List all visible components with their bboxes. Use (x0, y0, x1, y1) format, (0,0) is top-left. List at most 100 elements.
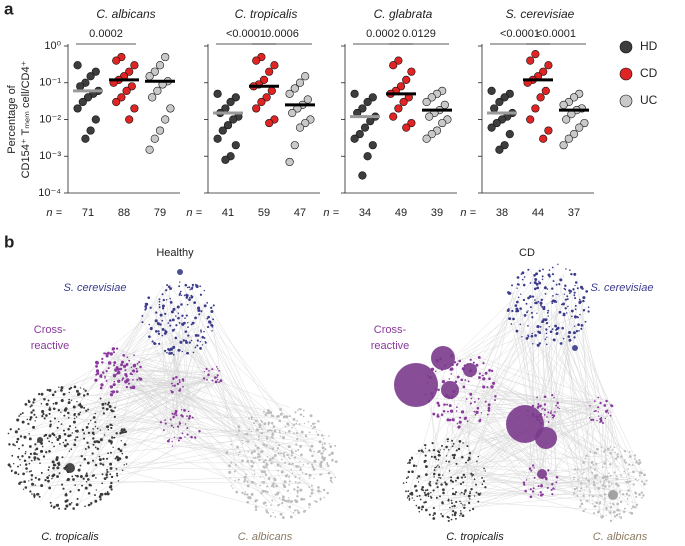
network-node (196, 339, 199, 342)
network-node (125, 363, 129, 366)
network-edge (495, 386, 605, 462)
network-node (114, 406, 116, 409)
network-node (8, 443, 11, 446)
network-node (282, 415, 286, 419)
network-node (620, 517, 622, 520)
network-node (523, 276, 526, 278)
network-node (454, 493, 457, 496)
network-edge (25, 473, 335, 488)
network-node (180, 408, 183, 411)
network-edge (71, 410, 180, 435)
network-node (574, 281, 578, 284)
data-point (83, 93, 93, 102)
network-node (605, 514, 607, 516)
network-node (448, 418, 452, 422)
network-edge (445, 454, 535, 498)
network-node (66, 442, 69, 446)
network-node (64, 407, 68, 411)
data-point (259, 75, 269, 84)
network-node (102, 457, 105, 461)
data-point (161, 52, 170, 62)
network-node (410, 492, 414, 496)
network-node (329, 479, 332, 482)
network-node (616, 502, 620, 506)
network-node (633, 458, 636, 460)
n-count: 88 (118, 207, 130, 219)
network-node (241, 491, 244, 495)
network-edge (457, 296, 554, 454)
network-edge (449, 356, 458, 474)
network-node (260, 419, 262, 422)
data-point (112, 97, 121, 107)
network-edge (10, 379, 183, 439)
network-node (519, 323, 522, 326)
network-node (590, 461, 594, 464)
network-node (292, 423, 296, 426)
network-node (446, 403, 449, 406)
network-node (331, 458, 334, 462)
network-node (141, 321, 144, 324)
network-node (68, 391, 70, 394)
network-node (606, 409, 609, 412)
network-edge (183, 377, 207, 386)
legend-swatch (619, 40, 633, 54)
network-node (48, 434, 52, 438)
network-node (245, 473, 247, 476)
network-node (107, 452, 109, 455)
network-node (172, 378, 175, 381)
network-node (181, 432, 184, 435)
network-node (257, 453, 260, 456)
network-node (230, 443, 232, 446)
network-node (119, 368, 121, 371)
network-node (116, 474, 119, 477)
network-edge (553, 414, 609, 473)
network-edge (552, 314, 606, 405)
network-node (628, 455, 632, 458)
network-node (30, 404, 33, 407)
network-node (484, 371, 488, 375)
network-node (426, 492, 430, 496)
network-node (600, 446, 603, 448)
network-node (116, 367, 120, 371)
network-node (603, 450, 606, 453)
network-node (589, 489, 591, 491)
network-node (587, 306, 590, 308)
network-node (413, 499, 415, 502)
network-node (624, 461, 627, 464)
network-node (613, 446, 616, 448)
network-node (623, 507, 626, 510)
network-node (230, 485, 233, 487)
network-node (285, 499, 288, 502)
network-node (161, 293, 164, 296)
network-edge (113, 370, 205, 373)
network-node (566, 298, 569, 301)
network-node (525, 302, 528, 305)
network-node (51, 460, 55, 464)
network-node (563, 314, 566, 317)
network-node (522, 283, 526, 287)
network-node (74, 474, 77, 477)
network-node (100, 493, 104, 496)
network-node (592, 484, 595, 486)
network-node (207, 373, 210, 377)
network-node (312, 467, 316, 471)
network-node (405, 481, 408, 484)
network-node (531, 295, 535, 298)
network-node (459, 515, 461, 517)
network-edge (217, 369, 289, 508)
network-node (620, 455, 623, 458)
network-node (124, 430, 128, 434)
network-node (463, 416, 467, 420)
network-label: C. tropicalis (41, 531, 99, 543)
network-node (593, 468, 596, 471)
data-point (358, 171, 367, 180)
network-node (42, 412, 45, 416)
network-node (129, 372, 133, 375)
network-node (184, 423, 187, 425)
data-point (368, 93, 377, 102)
network-node (439, 477, 442, 479)
data-point (78, 97, 87, 107)
network-node (458, 359, 462, 363)
network-node (49, 425, 52, 428)
network-node (436, 401, 440, 405)
